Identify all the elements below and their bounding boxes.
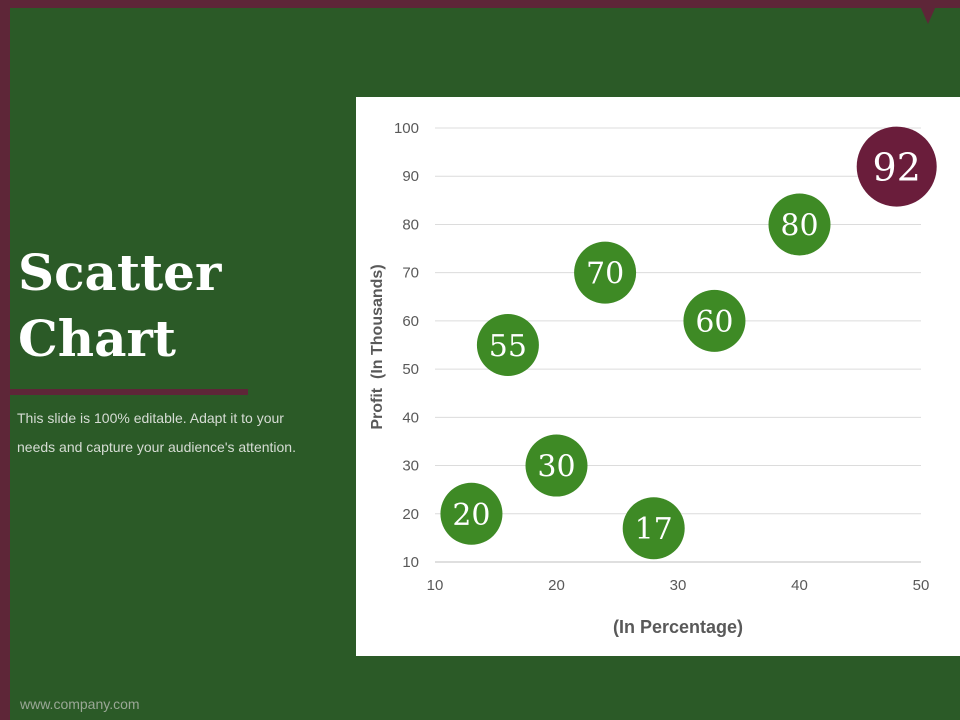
x-tick-label: 40 (791, 577, 808, 594)
data-point (856, 126, 937, 207)
slide-title: Scatter Chart (18, 240, 338, 372)
data-point (768, 193, 831, 256)
data-label: 55 (489, 329, 527, 364)
y-tick-label: 100 (394, 120, 419, 137)
data-point (683, 289, 746, 352)
left-accent-bar (0, 0, 10, 720)
y-tick-label: 40 (402, 409, 419, 426)
y-tick-label: 60 (402, 313, 419, 330)
x-tick-label: 10 (427, 577, 444, 594)
data-point (574, 241, 637, 304)
top-accent-bar (0, 0, 960, 8)
data-label: 60 (695, 305, 733, 340)
x-tick-label: 50 (913, 577, 930, 594)
data-label: 70 (586, 257, 624, 292)
y-tick-label: 70 (402, 265, 419, 282)
data-label: 17 (635, 512, 673, 547)
top-notch-marker (920, 6, 936, 24)
data-label: 30 (537, 450, 575, 485)
data-point (525, 434, 588, 497)
title-line-1: Scatter (18, 243, 222, 302)
scatter-chart: 10 20 30 40 50 60 70 80 90 100 10 20 30 40 50 (In Perce… (369, 120, 937, 637)
y-tick-label: 30 (402, 458, 419, 475)
title-line-2: Chart (18, 309, 176, 368)
data-point (622, 497, 685, 560)
data-point (440, 482, 503, 545)
y-tick-label: 80 (402, 216, 419, 233)
y-tick-label: 20 (402, 506, 419, 523)
title-underline (10, 389, 248, 395)
slide-description: This slide is 100% editable. Adapt it to… (17, 410, 296, 455)
data-point (476, 314, 539, 376)
y-tick-label: 50 (402, 361, 419, 378)
data-label: 80 (780, 208, 818, 243)
data-label: 20 (452, 498, 490, 533)
x-tick-label: 30 (670, 577, 687, 594)
data-label: 92 (873, 146, 921, 190)
x-tick-label: 20 (548, 577, 565, 594)
footer-url: www.company.com (20, 696, 140, 712)
y-axis-title: Profit (In Thousands) (369, 264, 386, 429)
x-axis-title: (In Percentage) (613, 617, 743, 637)
y-tick-label: 10 (402, 554, 419, 571)
chart-panel: 10 20 30 40 50 60 70 80 90 100 10 20 30 40 50 (In Perce… (356, 97, 960, 656)
y-tick-label: 90 (402, 168, 419, 185)
